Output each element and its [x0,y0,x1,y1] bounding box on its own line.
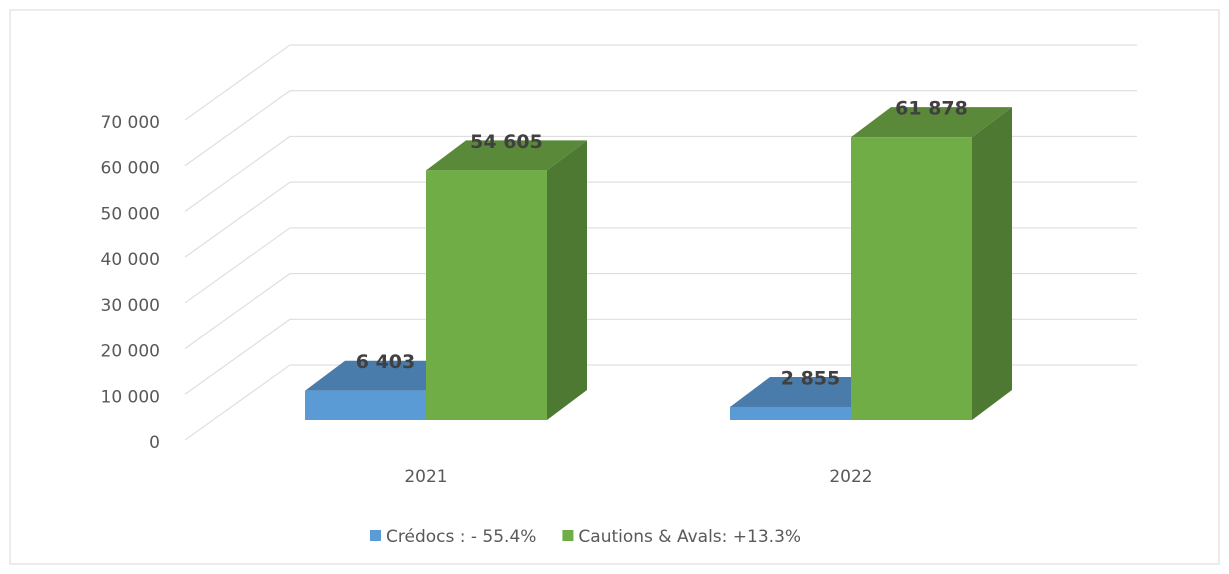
value-label: 61 878 [895,98,968,120]
legend-label: Crédocs : - 55.4% [386,527,536,547]
y-tick-label: 0 [149,433,160,453]
grid-line-side [184,44,291,121]
bar [426,170,547,420]
y-tick-label: 10 000 [101,387,160,407]
y-tick-label: 20 000 [101,342,160,362]
value-label: 2 855 [781,367,841,389]
legend-swatch [562,530,574,541]
bar-top [730,376,891,407]
grid-line-side [184,273,291,349]
legend-label: Cautions & Avals: +13.3% [578,527,801,547]
bar [730,406,851,420]
bar-side [972,107,1012,420]
y-tick-label: 50 000 [101,204,160,224]
legend-swatch [370,530,381,541]
y-tick-label: 60 000 [101,159,160,179]
grid-line-side [184,181,291,258]
value-label: 54 605 [470,131,543,153]
bar [305,390,426,420]
grid-line-side [184,364,291,441]
bar-side [547,140,587,420]
x-tick-label: 2021 [404,467,447,487]
bar-top [426,140,587,171]
bar-top [305,360,466,391]
value-label: 6 403 [356,351,416,373]
y-tick-label: 70 000 [101,113,160,133]
chart-frame [9,9,1220,565]
y-tick-label: 40 000 [101,250,160,270]
y-tick-label: 30 000 [101,296,160,316]
grid-line-side [184,90,291,167]
grid-line-side [184,227,291,304]
grid-line-side [184,318,291,395]
x-tick-label: 2022 [829,467,872,487]
grid-line-side [184,136,291,212]
bar [851,137,972,420]
bar-top [851,107,1012,138]
